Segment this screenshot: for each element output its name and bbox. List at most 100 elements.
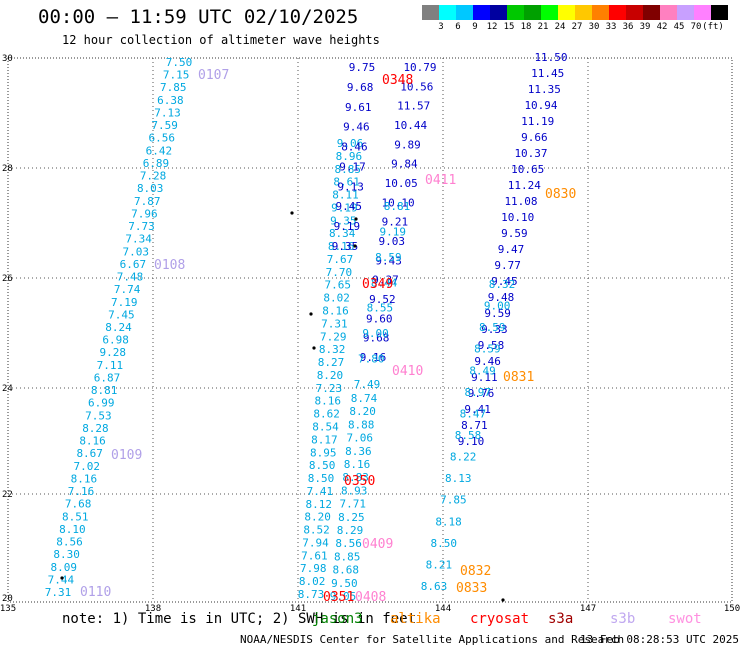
color-scale-label: 70 bbox=[690, 22, 702, 32]
longitude-tick-label: 150 bbox=[724, 604, 740, 614]
legend-item-cryosat: cryosat bbox=[470, 611, 530, 627]
land-dot bbox=[353, 244, 357, 248]
note-text: note: 1) Time is in UTC; 2) SWH is in fe… bbox=[62, 611, 417, 627]
pass-label: 0408 bbox=[355, 590, 386, 605]
wave-height-value: 7.02 bbox=[74, 460, 101, 473]
wave-height-value: 7.49 bbox=[354, 378, 381, 391]
wave-height-value: 8.02 bbox=[299, 575, 326, 588]
wave-height-value: 11.19 bbox=[521, 115, 554, 128]
pass-label: 0349 bbox=[362, 277, 393, 292]
wave-height-value: 8.73 bbox=[298, 588, 325, 601]
wave-height-value: 8.49 bbox=[469, 364, 496, 377]
map-subtitle: 12 hour collection of altimeter wave hei… bbox=[62, 33, 380, 47]
wave-height-value: 9.68 bbox=[363, 332, 390, 345]
color-swatch bbox=[643, 5, 660, 20]
wave-height-value: 8.55 bbox=[367, 302, 394, 315]
wave-height-value: 9.48 bbox=[488, 291, 515, 304]
wave-height-value: 10.65 bbox=[511, 163, 544, 176]
pass-label: 0350 bbox=[344, 474, 375, 489]
wave-height-value: 8.85 bbox=[335, 163, 362, 176]
wave-height-value: 8.46 bbox=[341, 141, 368, 154]
color-swatch bbox=[592, 5, 609, 20]
wave-height-value: 8.22 bbox=[450, 451, 477, 464]
land-dot bbox=[312, 346, 316, 350]
color-scale-label: 12 bbox=[486, 22, 498, 32]
wave-height-value: 8.68 bbox=[333, 564, 360, 577]
wave-height-value: 9.06 bbox=[337, 137, 364, 150]
pass-label: 0411 bbox=[425, 173, 456, 188]
wave-height-value: 8.11 bbox=[332, 189, 359, 202]
wave-height-value: 9.28 bbox=[99, 346, 126, 359]
wave-height-value: 8.21 bbox=[426, 558, 453, 571]
wave-height-value: 7.41 bbox=[307, 485, 334, 498]
wave-height-value: 9.45 bbox=[336, 200, 363, 213]
wave-height-value: 9.77 bbox=[494, 259, 521, 272]
wave-height-value: 8.29 bbox=[337, 524, 364, 537]
wave-height-value: 10.94 bbox=[524, 99, 557, 112]
latitude-tick-label: 22 bbox=[2, 490, 13, 500]
pass-labels: 0107 0108 0109 0110 0348 0349 0350 0351 0408 0409… bbox=[80, 68, 576, 605]
wave-height-value: 7.71 bbox=[340, 498, 367, 511]
wave-height-value: 9.50 bbox=[331, 577, 358, 590]
wave-height-value: 8.59 bbox=[479, 321, 506, 334]
legend-item-altika: altika bbox=[390, 611, 441, 627]
pass-label: 0832 bbox=[460, 564, 491, 579]
wave-height-value: 10.79 bbox=[403, 61, 436, 74]
wave-height-value: 10.44 bbox=[394, 119, 427, 132]
wave-height-value: 9.43 bbox=[375, 254, 402, 267]
latitude-tick-label: 24 bbox=[2, 384, 13, 394]
wave-height-value: 9.75 bbox=[349, 61, 376, 74]
wave-height-value: 8.58 bbox=[455, 429, 482, 442]
wave-height-value: 8.83 bbox=[342, 471, 369, 484]
wave-height-value: 7.19 bbox=[111, 296, 138, 309]
wave-height-value: 8.27 bbox=[318, 356, 345, 369]
land-dot bbox=[290, 211, 294, 215]
wave-height-value: 7.74 bbox=[114, 283, 141, 296]
wave-height-value: 8.17 bbox=[311, 433, 338, 446]
wave-height-value: 9.00 bbox=[362, 327, 389, 340]
color-scale-label: 36 bbox=[622, 22, 634, 32]
map-grid bbox=[8, 58, 732, 602]
wave-height-value: 8.62 bbox=[313, 408, 340, 421]
wave-height-value: 9.59 bbox=[484, 307, 511, 320]
wave-height-value: 8.52 bbox=[303, 524, 330, 537]
wave-height-value: 8.74 bbox=[351, 392, 378, 405]
wave-height-value: 9.05 bbox=[330, 590, 357, 603]
longitude-tick-label: 141 bbox=[290, 604, 306, 614]
wave-height-value: 8.13 bbox=[445, 472, 472, 485]
wave-height-value: 10.10 bbox=[382, 196, 415, 209]
color-swatch bbox=[524, 5, 541, 20]
wave-height-value: 7.61 bbox=[301, 549, 328, 562]
latitude-ticks: 30 28 26 24 22 20 bbox=[2, 54, 13, 604]
latitude-tick-label: 28 bbox=[2, 164, 13, 174]
color-scale-label: 6 bbox=[455, 22, 461, 32]
wave-height-value: 9.11 bbox=[471, 371, 498, 384]
wave-height-value: 8.59 bbox=[474, 343, 501, 356]
wave-height-value: 8.61 bbox=[333, 176, 360, 189]
pass-label: 0831 bbox=[503, 370, 534, 385]
pass-label: 0109 bbox=[111, 448, 142, 463]
wave-height-value: 9.60 bbox=[366, 312, 393, 325]
wave-height-value: 7.28 bbox=[140, 170, 167, 183]
wave-height-value: 9.03 bbox=[379, 235, 406, 248]
wave-height-value: 7.85 bbox=[160, 81, 187, 94]
wave-height-value: 9.45 bbox=[491, 275, 518, 288]
wave-height-value: 9.37 bbox=[372, 274, 399, 287]
pass-label: 0833 bbox=[456, 581, 487, 596]
longitude-tick-label: 135 bbox=[0, 604, 16, 614]
latitude-tick-label: 30 bbox=[2, 54, 13, 64]
wave-height-value: 7.94 bbox=[302, 536, 329, 549]
wave-height-value: 11.45 bbox=[531, 67, 564, 80]
wave-height-value: 8.54 bbox=[312, 420, 339, 433]
land-dot bbox=[60, 576, 64, 580]
wave-height-value: 8.02 bbox=[323, 292, 350, 305]
wave-height-value: 7.73 bbox=[128, 220, 155, 233]
wave-height-value: 6.98 bbox=[102, 334, 129, 347]
wave-height-value: 8.81 bbox=[384, 200, 411, 213]
wave-height-value: 7.68 bbox=[65, 498, 92, 511]
wave-height-value: 8.34 bbox=[329, 227, 356, 240]
longitude-tick-label: 147 bbox=[580, 604, 596, 614]
wave-height-value: 10.05 bbox=[385, 177, 418, 190]
color-swatch bbox=[677, 5, 694, 20]
